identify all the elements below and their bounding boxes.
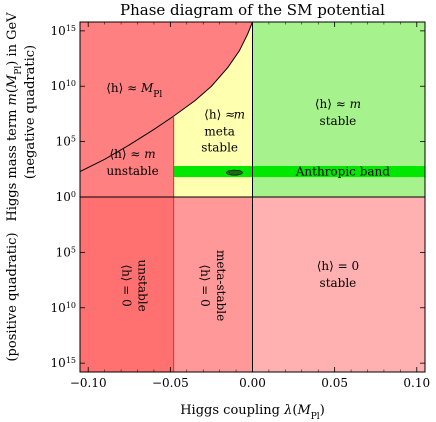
x-tick-label: −0.05	[152, 376, 189, 390]
anthropic-band-label: Anthropic band	[295, 165, 391, 179]
anthropic-band	[173, 165, 425, 178]
label-stable-upper-1: ⟨h⟩ ≈ m	[315, 97, 361, 111]
x-axis-label: Higgs coupling λ(MPl)	[180, 403, 325, 422]
label-unstable-lower-2: unstable	[135, 259, 149, 311]
x-tick-label: 0.05	[321, 376, 348, 390]
label-unstable-lower-1: ⟨h⟩ = 0	[119, 264, 133, 306]
label-metastable-upper-3: meta	[204, 125, 234, 139]
x-tick-label: 0.10	[403, 376, 430, 390]
chart-title: Phase diagram of the SM potential	[120, 1, 385, 19]
y-tick-upper-label: 100	[56, 190, 76, 205]
y-tick-lower-label: 105	[56, 245, 76, 260]
region-metastable-lower	[173, 197, 253, 372]
critical-curve	[79, 21, 253, 172]
y-tick-upper-label: 1010	[51, 79, 76, 94]
region-unstable-lower	[80, 197, 174, 372]
x-tick-label: −0.10	[70, 376, 107, 390]
y-tick-upper-label: 105	[56, 134, 76, 149]
axes-layer: −0.10 −0.05 0.00 0.05 0.10 1015 1010 105 100 105 1…	[5, 1, 430, 422]
y-axis-label-lower: (positive quadratic)	[5, 232, 20, 361]
y-tick-lower-label: 1010	[51, 300, 76, 315]
label-metastable-lower-2: meta-stable	[214, 250, 228, 321]
lines-layer	[79, 21, 425, 372]
label-metastable-upper-2: m	[234, 108, 245, 122]
region-metastable-upper	[173, 22, 253, 197]
label-unstable-upper-2: unstable	[106, 164, 158, 178]
label-stable-lower-1: ⟨h⟩ = 0	[317, 259, 359, 273]
y-tick-lower-label: 1015	[51, 356, 76, 371]
label-stable-upper-2: stable	[320, 114, 357, 128]
x-tick-label: 0.00	[239, 376, 266, 390]
label-stable-lower-2: stable	[320, 276, 357, 290]
y-axis-label-main: Higgs mass term m(MPl) in GeV	[5, 12, 24, 222]
label-metastable-lower-1: ⟨h⟩ = 0	[198, 264, 212, 306]
label-metastable-upper-4: stable	[201, 141, 238, 155]
overlays-layer	[173, 165, 425, 178]
measured-ellipse	[226, 169, 243, 176]
y-axis-label-upper: (negative quadratic)	[23, 45, 38, 179]
region-stable-lower	[252, 197, 425, 372]
label-metastable-upper-1: ⟨h⟩ ≈	[204, 108, 235, 122]
label-unstable-upper-1: ⟨h⟩ ≈ m	[109, 147, 155, 161]
y-tick-upper-label: 1015	[51, 23, 76, 38]
label-planck: ⟨h⟩ ≈ MPl	[106, 81, 162, 100]
